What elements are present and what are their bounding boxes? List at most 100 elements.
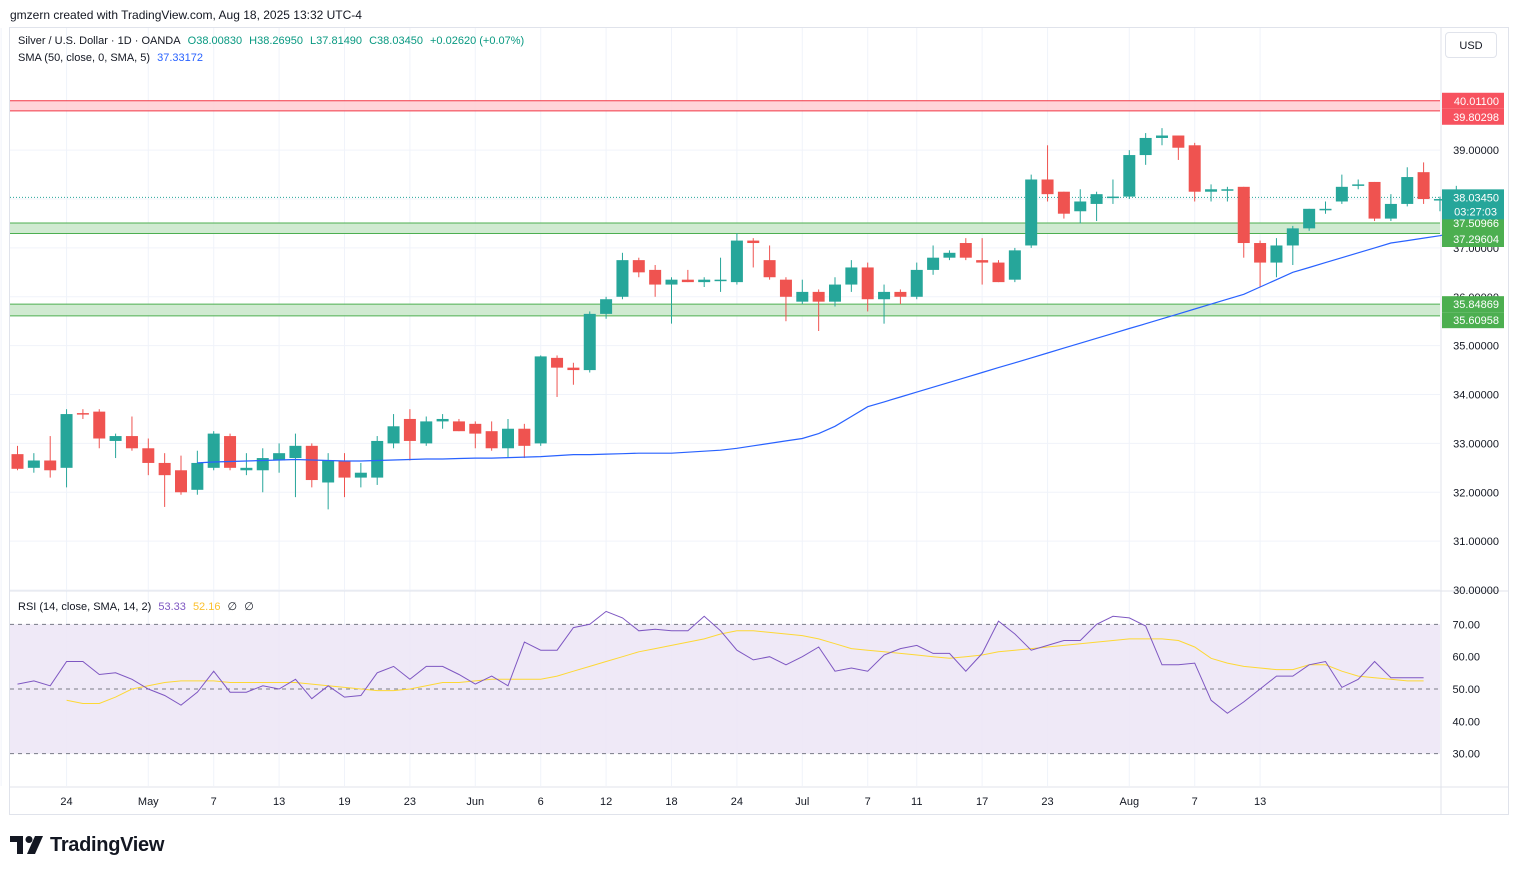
candle: [518, 423, 531, 459]
candle-body: [534, 356, 547, 444]
sma-value: 37.33172: [157, 52, 204, 64]
brand-logo[interactable]: TradingView: [10, 833, 164, 857]
last-price-badge: [1442, 189, 1504, 220]
candle-body: [403, 418, 416, 441]
zone-price-badge: [1442, 231, 1504, 248]
candle-body: [1057, 191, 1070, 214]
ohlc-close: C38.03450: [369, 35, 423, 47]
candle: [1074, 189, 1087, 224]
candle-body: [1025, 179, 1038, 246]
zone-price-badge: [1442, 92, 1504, 109]
candle-body: [125, 436, 138, 449]
candle-body: [763, 260, 776, 278]
candle-body: [387, 426, 400, 444]
rsi-legend[interactable]: RSI (14, close, SMA, 14, 2) 53.33 52.16 …: [18, 600, 258, 613]
currency-button[interactable]: USD: [1445, 32, 1497, 58]
price-axis: 39.0000038.0000037.0000036.0000035.00000…: [1442, 92, 1504, 761]
main-legend[interactable]: Silver / U.S. Dollar · 1D · OANDA O38.00…: [18, 35, 528, 47]
candle-body: [1352, 184, 1365, 186]
candle: [322, 453, 335, 510]
candle: [763, 245, 776, 280]
sma-label: SMA (50, close, 0, SMA, 5): [18, 52, 151, 64]
candle: [812, 289, 825, 331]
candle-body: [305, 445, 318, 481]
candle-body: [992, 262, 1005, 283]
candle-body: [894, 291, 907, 297]
candle-body: [698, 279, 711, 283]
candle-body: [812, 291, 825, 302]
candle: [93, 409, 106, 449]
candle-body: [93, 411, 106, 439]
sma-line: [197, 231, 1457, 464]
candle-body: [1172, 135, 1185, 148]
time-tick-label: 13: [273, 796, 285, 808]
candle-body: [289, 445, 302, 459]
candle: [142, 438, 155, 476]
candle: [1188, 142, 1201, 202]
time-tick-label: 12: [600, 796, 612, 808]
candle: [747, 238, 760, 268]
candle-body: [1205, 189, 1218, 192]
time-tick-label: Jul: [795, 796, 809, 808]
candle: [338, 453, 351, 498]
candle-body: [502, 428, 514, 449]
candle-body: [1188, 145, 1201, 192]
candle-body: [1401, 177, 1414, 204]
candle: [861, 262, 874, 312]
candle: [534, 355, 547, 446]
candle-body: [1041, 179, 1054, 195]
candle: [1090, 191, 1103, 222]
time-tick-label: Jun: [466, 796, 484, 808]
rsi-tick-label: 50.00: [1452, 684, 1480, 696]
candle-body: [1303, 208, 1316, 229]
candle-body: [76, 413, 89, 415]
candle: [27, 453, 40, 473]
candle-body: [224, 436, 237, 468]
candle: [420, 416, 433, 446]
candle: [878, 284, 891, 324]
rsi-line: [17, 610, 1424, 714]
candle: [779, 277, 792, 322]
candle: [1433, 196, 1446, 212]
candle: [207, 431, 220, 471]
candle-body: [976, 260, 989, 263]
candle: [1205, 184, 1218, 202]
sma-legend[interactable]: SMA (50, close, 0, SMA, 5) 37.33172: [18, 52, 207, 64]
symbol-name[interactable]: Silver / U.S. Dollar · 1D · OANDA: [18, 35, 181, 47]
candle-body: [861, 267, 874, 300]
candle: [796, 279, 809, 305]
time-tick-label: 24: [60, 796, 72, 808]
candle: [1254, 240, 1267, 288]
candle: [240, 453, 253, 476]
candle: [632, 257, 645, 278]
candle-body: [371, 440, 384, 478]
candle-body: [681, 279, 694, 283]
zone-price-label: 35.60958: [1453, 315, 1499, 327]
candle: [485, 421, 498, 451]
sma-line-group: [197, 231, 1457, 464]
candle-body: [436, 418, 449, 422]
candle-body: [452, 421, 465, 432]
candle: [191, 450, 204, 495]
candle-body: [518, 428, 531, 446]
zone-price-badge: [1442, 296, 1504, 313]
candle: [403, 409, 416, 461]
candle: [583, 311, 596, 373]
candle: [910, 262, 923, 300]
price-tick-label: 35.00000: [1453, 341, 1499, 353]
candle: [1384, 194, 1397, 222]
candle: [1303, 208, 1316, 231]
candle: [1057, 191, 1070, 219]
candle: [158, 453, 171, 507]
candle-body: [1368, 181, 1381, 219]
candle: [894, 289, 907, 305]
candle: [452, 418, 465, 432]
candle: [436, 414, 449, 429]
candle-body: [927, 257, 940, 270]
candle-body: [1270, 245, 1283, 263]
candle: [76, 409, 89, 419]
candle: [1335, 174, 1348, 204]
candle: [616, 252, 629, 300]
candle-body: [1319, 208, 1332, 211]
